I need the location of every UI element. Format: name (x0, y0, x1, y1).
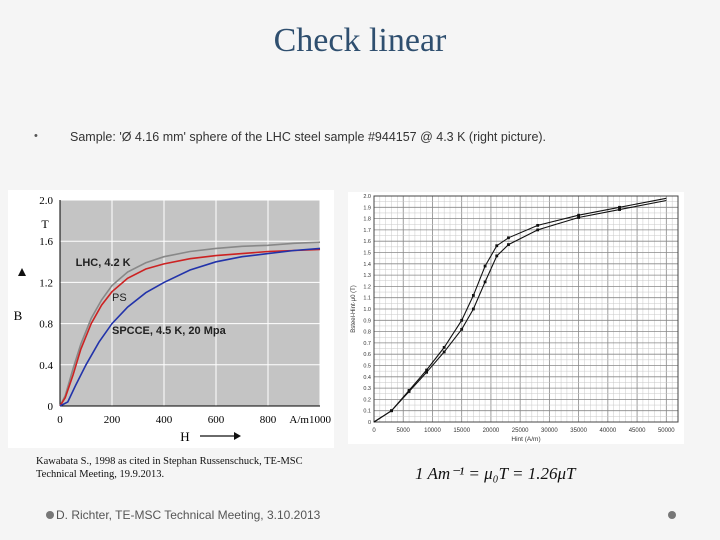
right-bh-chart: 0 5000 10000 15000 20000 25000 30000 35000 40000… (351, 194, 679, 443)
y-tick-label: 1.7 (363, 228, 371, 234)
y-axis-label: B (14, 308, 23, 323)
x-tick-label: 400 (156, 414, 173, 426)
y-tick-label: 1.2 (363, 284, 371, 290)
y-tick-label: 1.5 (363, 251, 371, 257)
series-marker-2 (442, 350, 446, 354)
right-chart-panel: 0 5000 10000 15000 20000 25000 30000 35000 40000… (348, 192, 684, 444)
unit-formula: 1 Am⁻¹ = μ₀T = 1.26μT (415, 464, 576, 483)
series-marker-1 (471, 294, 475, 297)
series-marker-2 (618, 208, 621, 211)
y-tick-label: 0.5 (363, 364, 371, 370)
y-tick-label: 2.0 (39, 195, 53, 207)
slide-title: Check linear (273, 22, 447, 59)
y-tick-label: 0.3 (363, 386, 371, 392)
y-tick-label: 0.7 (363, 341, 371, 347)
y-tick-label: 0 (368, 420, 371, 426)
series-marker-2 (390, 409, 393, 413)
x-tick-label: 25000 (512, 428, 529, 434)
bullet-text: Sample: 'Ø 4.16 mm' sphere of the LHC st… (70, 130, 547, 144)
caption-line-2: Technical Meeting, 19.9.2013. (36, 469, 165, 480)
y-tick-label: 0.4 (363, 375, 371, 381)
series-marker-2 (495, 254, 499, 258)
annotation-spcce: SPCCE, 4.5 K, 20 Mpa (112, 325, 227, 337)
series-marker-2 (407, 390, 411, 393)
x-tick-label: 0 (57, 414, 63, 426)
x-unit-label: A/m (289, 414, 309, 426)
series-line-blue (59, 247, 321, 407)
y-tick-label: 0.1 (363, 409, 371, 415)
y-tick-label: 1.6 (363, 239, 371, 245)
series-marker-1 (425, 368, 429, 372)
series-marker-2 (536, 228, 540, 232)
y-tick-label: 0.4 (39, 360, 53, 372)
series-marker-1 (507, 236, 510, 240)
series-marker-2 (507, 243, 510, 246)
y-tick-label: 1.9 (363, 205, 371, 211)
x-arrow-icon (234, 432, 241, 440)
citation-caption: Kawabata S., 1998 as cited in Stephan Ru… (36, 455, 336, 481)
series-line-red (59, 248, 321, 407)
y-tick-label: 0.6 (363, 352, 371, 358)
series-marker-1 (536, 223, 540, 227)
footer-right-dot-icon (668, 511, 676, 519)
series-marker-1 (483, 264, 487, 268)
series-marker-1 (460, 318, 464, 322)
x-tick-label: 200 (104, 414, 121, 426)
x-tick-label: 30000 (541, 428, 558, 434)
bullet-dot-icon: • (34, 130, 38, 142)
y-tick-label: 0.2 (363, 397, 371, 403)
series-line-1 (373, 197, 667, 423)
series-marker-2 (460, 327, 464, 331)
y-tick-label: 0.8 (39, 319, 53, 331)
y-tick-label: 0 (48, 401, 54, 413)
caption-line-1: Kawabata S., 1998 as cited in Stephan Ru… (36, 456, 303, 467)
annotation-ps: PS (112, 292, 127, 304)
y-tick-label: 1.4 (363, 262, 371, 268)
x-tick-label: 35000 (570, 428, 587, 434)
y-tick-label: 2.0 (363, 194, 371, 200)
footer-left-dot-icon (46, 511, 54, 519)
plot-border (373, 195, 679, 423)
series-line-2 (373, 199, 667, 423)
y-tick-label: 1.2 (39, 277, 53, 289)
x-tick-label: 1000 (309, 414, 332, 426)
y-tick-label: 1.1 (363, 296, 371, 302)
y-tick-label: 1.0 (363, 307, 371, 313)
x-tick-label: 0 (372, 428, 376, 434)
left-chart-panel: 0 200 400 600 800 1000 0 0.4 0.8 1.2 1.6 2.0 A/m T B H L… (8, 190, 334, 448)
series-marker-1 (495, 244, 499, 248)
x-axis-label: H (180, 429, 189, 444)
x-tick-label: 10000 (424, 428, 441, 434)
series-marker-2 (483, 280, 487, 284)
y-tick-label: 1.6 (39, 236, 53, 248)
series-marker-1 (577, 213, 581, 217)
x-tick-label: 45000 (629, 428, 646, 434)
y-tick-label: 0.9 (363, 318, 371, 324)
x-axis-label: Hint (A/m) (511, 436, 540, 443)
x-tick-label: 20000 (483, 428, 500, 434)
footer-text: D. Richter, TE-MSC Technical Meeting, 3.… (56, 508, 321, 522)
x-tick-label: 15000 (453, 428, 470, 434)
y-tick-label: 1.3 (363, 273, 371, 279)
y-tick-label: 0.8 (363, 330, 371, 336)
series-marker-2 (425, 370, 429, 374)
x-tick-label: 800 (260, 414, 277, 426)
series-marker-1 (618, 205, 621, 209)
y-arrow-icon (18, 268, 26, 276)
y-unit-label: T (41, 217, 49, 231)
annotation-lhc: LHC, 4.2 K (76, 257, 131, 269)
x-tick-label: 50000 (658, 428, 675, 434)
y-axis-label: Bsteel-Hint·μ0 (T) (351, 285, 357, 332)
series-marker-2 (577, 216, 581, 219)
series-marker-2 (471, 307, 475, 311)
x-tick-label: 40000 (600, 428, 617, 434)
x-tick-label: 600 (208, 414, 225, 426)
series-line-gray (59, 241, 321, 407)
x-tick-label: 5000 (397, 428, 411, 434)
y-tick-label: 1.8 (363, 217, 371, 223)
left-bh-chart: 0 200 400 600 800 1000 0 0.4 0.8 1.2 1.6 2.0 A/m T B H L… (14, 195, 332, 444)
series-marker-1 (442, 346, 446, 349)
